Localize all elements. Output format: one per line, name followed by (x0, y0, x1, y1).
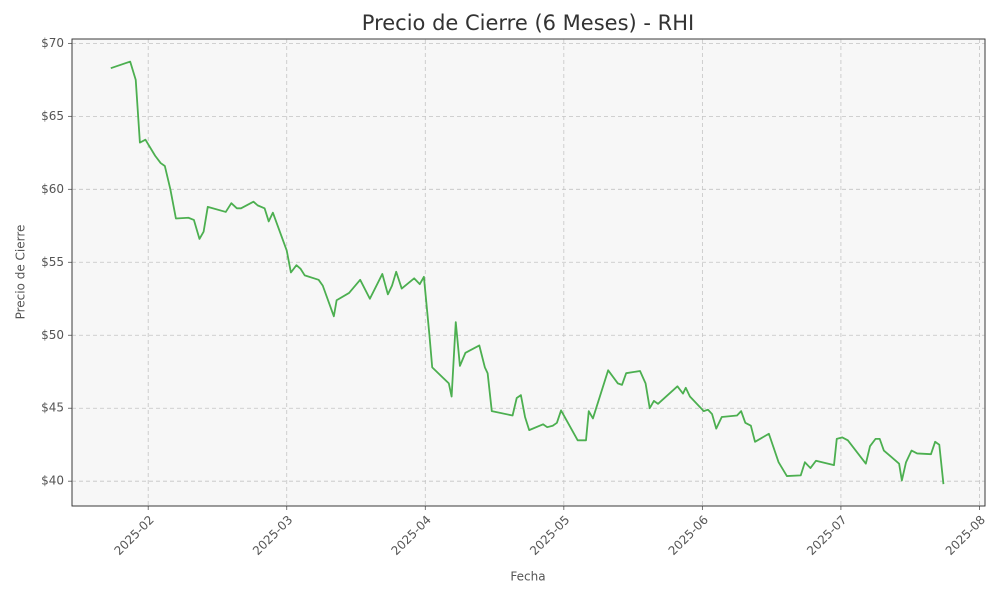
x-tick-label: 2025-03 (250, 513, 295, 558)
y-tick-label: $55 (41, 255, 64, 269)
y-tick-label: $40 (41, 474, 64, 488)
y-tick-label: $50 (41, 328, 64, 342)
x-tick-label: 2025-05 (527, 513, 572, 558)
y-tick-label: $60 (41, 182, 64, 196)
x-tick-label: 2025-07 (804, 513, 849, 558)
y-tick-label: $45 (41, 401, 64, 415)
plot-area (71, 38, 986, 507)
x-tick-label: 2025-06 (666, 513, 711, 558)
x-tick-label: 2025-08 (943, 513, 988, 558)
x-axis-label: Fecha (510, 570, 545, 584)
y-tick-label: $65 (41, 109, 64, 123)
price-line (110, 60, 945, 485)
y-axis-label: Precio de Cierre (14, 225, 28, 320)
chart-title: Precio de Cierre (6 Meses) - RHI (362, 11, 694, 35)
x-tick-label: 2025-04 (389, 513, 434, 558)
plot-area (71, 38, 986, 507)
y-tick-label: $70 (41, 36, 64, 50)
x-tick-label: 2025-02 (111, 513, 156, 558)
